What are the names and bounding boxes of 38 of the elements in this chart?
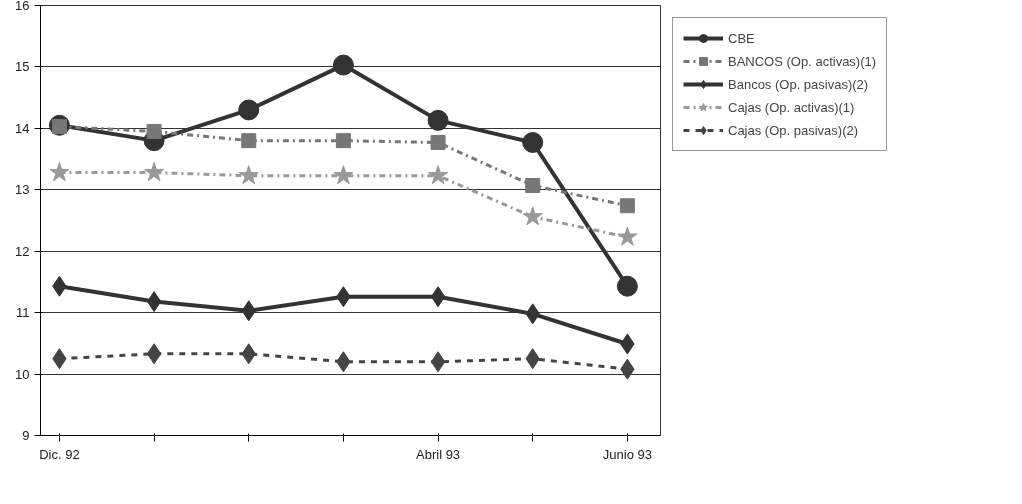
point — [144, 162, 165, 182]
point — [333, 165, 354, 185]
point — [430, 134, 446, 150]
point — [238, 165, 259, 185]
x-tick-label: Abril 93 — [416, 446, 461, 462]
point — [617, 226, 638, 246]
legend-label: Cajas (Op. pasivas)(2) — [728, 122, 859, 138]
y-tick-label: 15 — [15, 59, 30, 75]
y-tick-label: 12 — [15, 243, 30, 259]
legend-label: BANCOS (Op. activas)(1) — [728, 53, 877, 69]
y-tick-label: 13 — [15, 182, 30, 198]
point — [616, 275, 638, 297]
y-tick-label: 11 — [16, 305, 30, 321]
legend-label: Bancos (Op. pasivas)(2) — [728, 76, 869, 92]
point — [146, 343, 162, 365]
point — [428, 165, 449, 185]
point — [146, 291, 162, 313]
y-tick-label: 10 — [15, 366, 30, 382]
point — [430, 351, 446, 373]
point — [49, 162, 70, 182]
point — [522, 132, 544, 153]
point — [619, 198, 635, 214]
point — [522, 206, 543, 226]
point — [146, 123, 162, 139]
point — [241, 133, 257, 149]
legend-label: CBE — [728, 30, 755, 46]
point — [332, 54, 354, 76]
point — [238, 99, 260, 121]
point — [525, 177, 541, 193]
x-tick-label: Junio 93 — [602, 446, 652, 462]
y-tick-label: 16 — [15, 0, 30, 13]
point — [430, 286, 446, 308]
point — [335, 133, 351, 149]
y-tick-label: 9 — [22, 428, 30, 443]
y-tick-label: 14 — [15, 120, 30, 136]
legend-label: Cajas (Op. activas)(1) — [728, 99, 855, 115]
point — [427, 109, 449, 131]
x-tick-label: Dic. 92 — [39, 446, 80, 462]
